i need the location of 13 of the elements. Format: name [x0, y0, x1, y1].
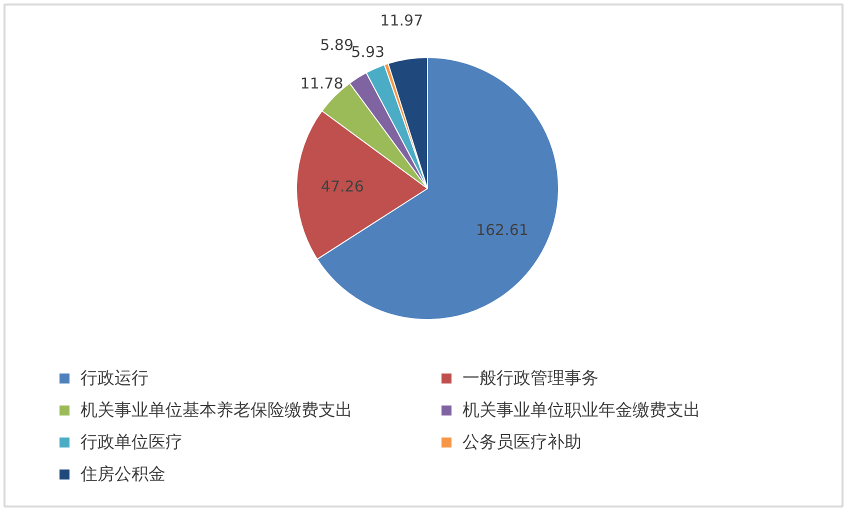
legend-label: 一般行政管理事务 — [462, 368, 598, 388]
data-label: 162.61 — [476, 220, 528, 239]
data-label: 11.78 — [300, 74, 344, 93]
legend-label: 行政单位医疗 — [80, 432, 182, 452]
legend-label: 住房公积金 — [80, 464, 166, 484]
data-label: 5.89 — [320, 36, 354, 54]
legend-label: 行政运行 — [80, 368, 148, 388]
data-label: 5.93 — [351, 43, 385, 62]
legend-label: 机关事业单位基本养老保险缴费支出 — [80, 400, 352, 420]
data-label: 11.97 — [380, 12, 424, 30]
legend-label: 机关事业单位职业年金缴费支出 — [462, 400, 700, 420]
legend-label: 公务员医疗补助 — [462, 432, 582, 452]
data-label: 47.26 — [320, 177, 364, 196]
